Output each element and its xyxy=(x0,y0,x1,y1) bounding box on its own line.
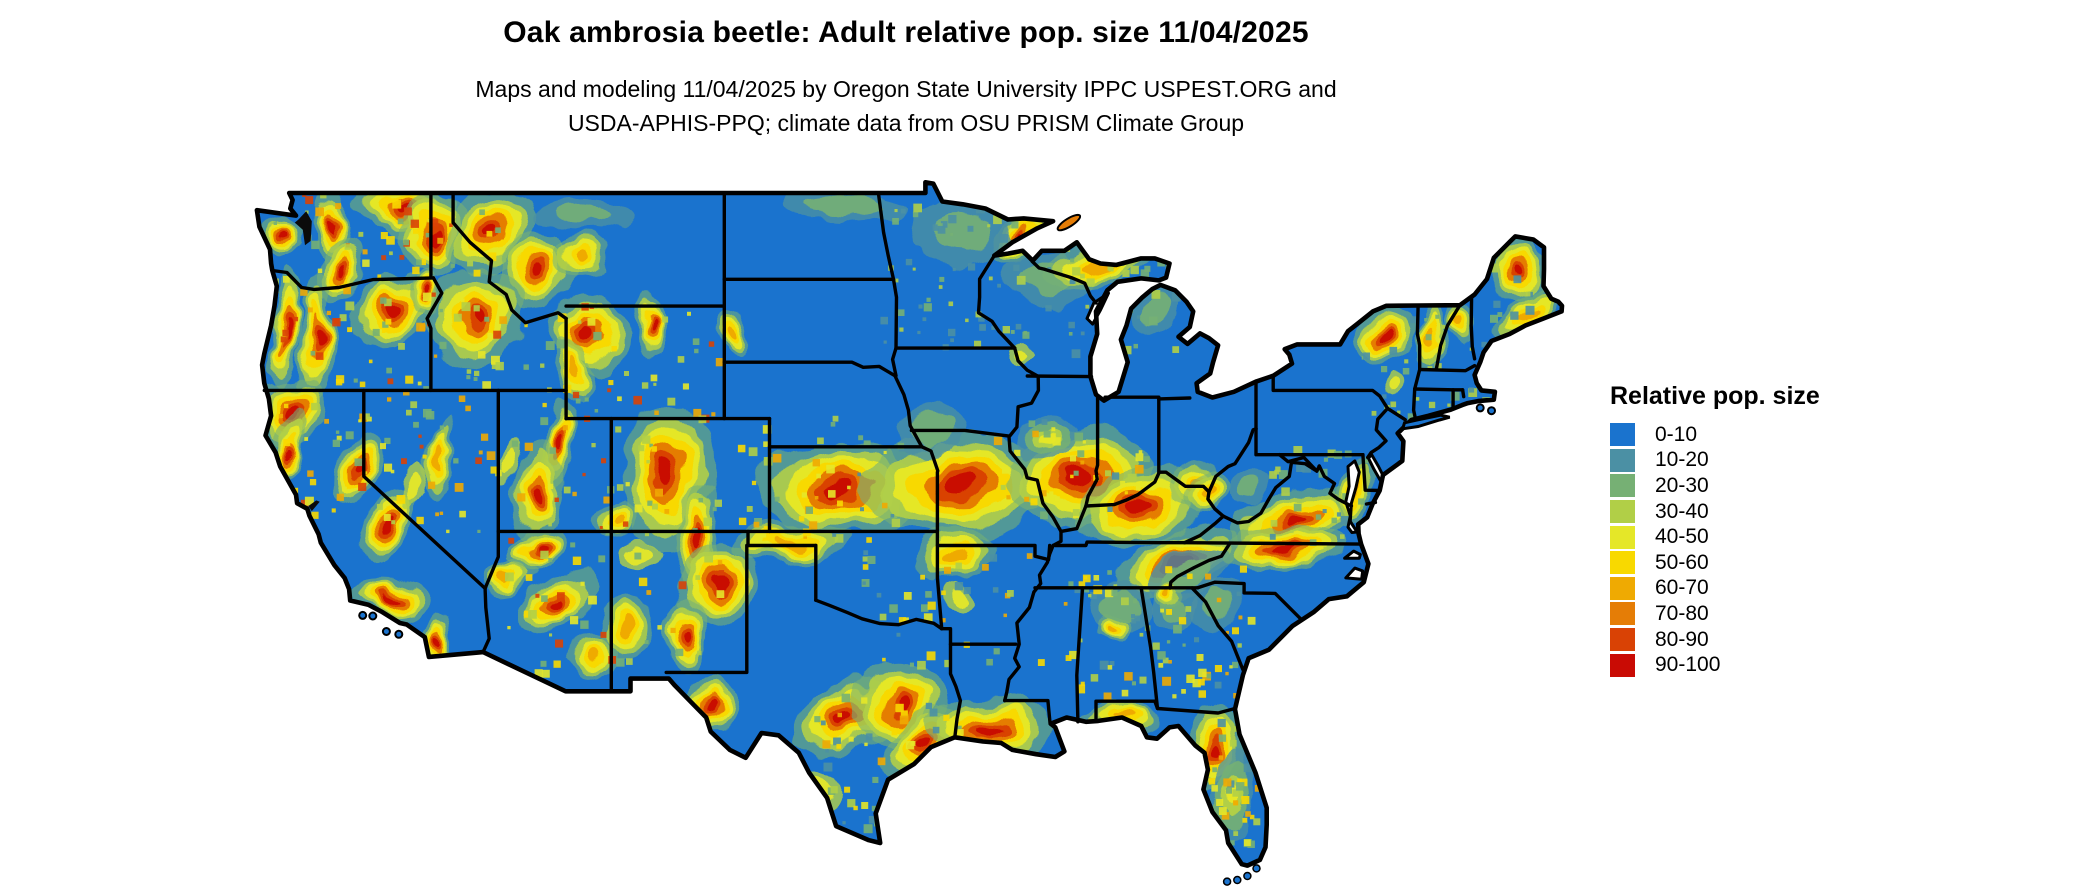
legend-item: 30-40 xyxy=(1610,499,1820,525)
legend: Relative pop. size 0-10 10-20 20-30 30-40 40… xyxy=(1610,382,1820,678)
legend-label: 90-100 xyxy=(1655,653,1721,677)
us-outline xyxy=(254,180,1565,868)
figure-subtitle-line1: Maps and modeling 11/04/2025 by Oregon S… xyxy=(475,76,1337,102)
water-body xyxy=(1344,566,1365,581)
legend-swatch xyxy=(1610,423,1635,447)
isle-royale xyxy=(1056,213,1082,232)
legend-item: 90-100 xyxy=(1610,652,1820,678)
legend-swatch xyxy=(1610,551,1635,575)
legend-title: Relative pop. size xyxy=(1610,382,1820,410)
legend-label: 10-20 xyxy=(1655,448,1709,472)
legend-swatch xyxy=(1610,525,1635,549)
legend-label: 80-90 xyxy=(1655,627,1709,651)
legend-item: 50-60 xyxy=(1610,550,1820,576)
legend-item: 20-30 xyxy=(1610,473,1820,499)
legend-swatch xyxy=(1610,602,1635,626)
legend-label: 20-30 xyxy=(1655,473,1709,497)
puget-sound xyxy=(294,211,312,246)
water-body xyxy=(1344,459,1361,534)
population-raster-layer xyxy=(257,182,1558,848)
florida-keys-island xyxy=(1243,871,1252,881)
island xyxy=(1487,406,1496,416)
legend-item: 80-90 xyxy=(1610,627,1820,653)
legend-swatch xyxy=(1610,576,1635,600)
legend-items: 0-10 10-20 20-30 30-40 40-50 50-60 60-70 70-80 8… xyxy=(1610,422,1820,678)
figure-title: Oak ambrosia beetle: Adult relative pop.… xyxy=(503,16,1309,49)
san-francisco-bay xyxy=(308,500,320,512)
island xyxy=(394,629,404,639)
long-island xyxy=(1400,413,1451,431)
island xyxy=(368,611,378,621)
island xyxy=(381,627,391,636)
island xyxy=(358,610,368,620)
legend-swatch xyxy=(1610,474,1635,498)
figure-subtitle: Maps and modeling 11/04/2025 by Oregon S… xyxy=(475,72,1336,140)
florida-keys-island xyxy=(1252,864,1261,873)
legend-swatch xyxy=(1610,628,1635,652)
florida-keys-island xyxy=(1222,877,1232,886)
legend-label: 50-60 xyxy=(1655,550,1709,574)
figure-subtitle-line2: USDA-APHIS-PPQ; climate data from OSU PR… xyxy=(567,110,1245,136)
legend-item: 0-10 xyxy=(1610,422,1820,448)
legend-item: 60-70 xyxy=(1610,576,1820,602)
legend-label: 60-70 xyxy=(1655,576,1709,600)
water-body xyxy=(1343,549,1362,560)
legend-swatch xyxy=(1610,653,1635,677)
island xyxy=(1475,403,1485,413)
legend-swatch xyxy=(1610,500,1635,524)
legend-item: 40-50 xyxy=(1610,524,1820,550)
florida-keys-island xyxy=(1233,875,1242,885)
legend-label: 0-10 xyxy=(1655,422,1698,446)
legend-label: 30-40 xyxy=(1655,499,1709,523)
legend-swatch xyxy=(1610,448,1635,472)
legend-item: 70-80 xyxy=(1610,601,1820,627)
legend-item: 10-20 xyxy=(1610,448,1820,474)
legend-label: 70-80 xyxy=(1655,601,1709,625)
state-borders xyxy=(262,191,1477,739)
legend-label: 40-50 xyxy=(1655,525,1709,549)
